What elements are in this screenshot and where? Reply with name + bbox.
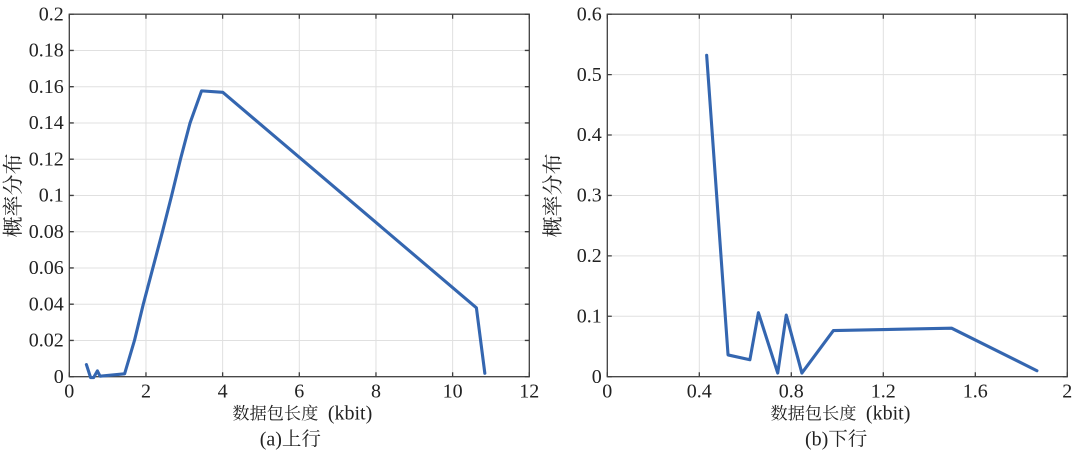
svg-text:0: 0 (592, 366, 602, 388)
svg-text:1.6: 1.6 (963, 381, 988, 403)
svg-text:0.6: 0.6 (577, 3, 602, 25)
svg-text:2: 2 (141, 381, 151, 403)
svg-text:(kbit): (kbit) (328, 402, 372, 424)
svg-text:0.12: 0.12 (29, 148, 64, 170)
svg-text:0.02: 0.02 (29, 330, 64, 352)
svg-text:4: 4 (218, 381, 228, 403)
svg-text:0.2: 0.2 (577, 245, 602, 267)
svg-text:(kbit): (kbit) (866, 402, 910, 424)
svg-text:0.8: 0.8 (779, 381, 804, 403)
svg-text:0.1: 0.1 (39, 185, 64, 207)
svg-text:0: 0 (54, 366, 64, 388)
svg-text:0.14: 0.14 (29, 112, 64, 134)
svg-text:10: 10 (443, 381, 463, 403)
svg-text:0.4: 0.4 (687, 381, 712, 403)
svg-text:0.08: 0.08 (29, 221, 64, 243)
svg-text:0.1: 0.1 (577, 305, 602, 327)
svg-text:8: 8 (371, 381, 381, 403)
svg-text:0.06: 0.06 (29, 257, 64, 279)
svg-text:0.4: 0.4 (577, 124, 602, 146)
svg-text:0.3: 0.3 (577, 185, 602, 207)
svg-text:0.2: 0.2 (39, 3, 64, 25)
svg-text:0: 0 (64, 381, 74, 403)
svg-text:6: 6 (294, 381, 304, 403)
svg-text:(a): (a) (260, 429, 282, 451)
svg-text:1.2: 1.2 (871, 381, 896, 403)
svg-text:(b): (b) (805, 429, 828, 451)
svg-text:0.04: 0.04 (29, 293, 64, 315)
svg-text:2: 2 (1062, 381, 1072, 403)
svg-text:0.18: 0.18 (29, 40, 64, 62)
svg-text:12: 12 (519, 381, 539, 403)
svg-text:0: 0 (602, 381, 612, 403)
svg-text:0.16: 0.16 (29, 76, 64, 98)
svg-text:0.5: 0.5 (577, 64, 602, 86)
